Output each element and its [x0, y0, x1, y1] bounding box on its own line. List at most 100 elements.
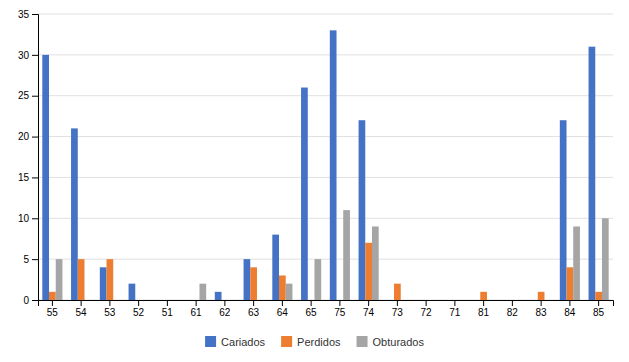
- bar: [372, 226, 379, 300]
- bar: [279, 275, 286, 300]
- tick-label: 0: [23, 295, 29, 306]
- tick-mark: [32, 300, 38, 301]
- bar: [228, 300, 235, 301]
- tick-mark: [32, 177, 38, 178]
- grid-line: [38, 95, 613, 96]
- tick-mark: [81, 300, 82, 306]
- legend-label: Perdidos: [297, 336, 341, 348]
- bar: [314, 259, 321, 300]
- tick: 54: [76, 300, 88, 318]
- tick-mark: [32, 137, 38, 138]
- bar: [84, 300, 91, 301]
- bar: [171, 300, 178, 301]
- tick: 73: [392, 300, 404, 318]
- bar: [401, 300, 408, 301]
- tick-mark: [196, 300, 197, 306]
- tick-label: 62: [219, 307, 231, 318]
- legend: Cariados Perdidos Obturados: [205, 336, 424, 348]
- tick: 10: [18, 213, 38, 224]
- bar: [509, 300, 516, 301]
- tick-label: 71: [449, 307, 461, 318]
- tick-mark: [339, 300, 340, 306]
- bar: [193, 300, 200, 301]
- tick-label: 82: [507, 307, 519, 318]
- grid-line: [38, 54, 613, 55]
- tick-label: 64: [277, 307, 289, 318]
- tick-label: 83: [536, 307, 548, 318]
- tick-mark: [32, 14, 38, 15]
- bar: [308, 300, 315, 301]
- tick-label: 81: [478, 307, 490, 318]
- bar: [42, 55, 49, 300]
- tick-label: 30: [18, 50, 30, 61]
- legend-label: Cariados: [221, 336, 266, 348]
- tick-mark: [311, 300, 312, 306]
- tick-label: 20: [18, 131, 30, 142]
- bar: [286, 284, 293, 300]
- bar: [531, 300, 538, 301]
- bar: [387, 300, 394, 301]
- tick: 83: [536, 300, 548, 318]
- bar: [502, 300, 509, 301]
- bar: [423, 300, 430, 301]
- tick-label: 73: [392, 307, 404, 318]
- legend-swatch: [357, 336, 368, 347]
- tick: 62: [219, 300, 231, 318]
- bar: [257, 300, 264, 301]
- bar: [100, 267, 107, 300]
- tick-mark: [32, 218, 38, 219]
- tick-label: 65: [306, 307, 318, 318]
- bar: [222, 300, 229, 301]
- tick-mark: [541, 300, 542, 306]
- tick-mark: [426, 300, 427, 306]
- bar: [416, 300, 423, 301]
- bar: [394, 284, 401, 300]
- bar: [71, 128, 78, 300]
- bar: [129, 284, 136, 300]
- bar: [250, 267, 257, 300]
- bar: [330, 30, 337, 300]
- bar: [560, 120, 567, 300]
- bar: [429, 300, 436, 301]
- bar: [186, 300, 193, 301]
- bar-series: [42, 30, 595, 300]
- bar: [56, 259, 63, 300]
- plot: 0510152025303555545352516162636465757473…: [18, 9, 614, 318]
- bar: [602, 218, 609, 300]
- bar-series: [56, 210, 609, 300]
- legend-swatch: [281, 336, 292, 347]
- tick-mark: [569, 300, 570, 306]
- grid-line: [38, 259, 613, 260]
- bar: [589, 47, 596, 300]
- tick: 81: [478, 300, 490, 318]
- tick-mark: [138, 300, 139, 306]
- legend-swatch: [205, 336, 216, 347]
- tick-mark: [253, 300, 254, 306]
- bar: [567, 267, 574, 300]
- bar: [199, 284, 206, 300]
- x-axis: 5554535251616263646575747372718182838485: [39, 300, 614, 318]
- tick: 84: [564, 300, 576, 318]
- legend-item: Cariados: [205, 336, 266, 348]
- grid-line: [38, 14, 613, 15]
- tick: 15: [18, 172, 38, 183]
- tick-label: 51: [162, 307, 174, 318]
- tick: 0: [23, 295, 38, 306]
- tick: 5: [23, 254, 38, 265]
- tick-mark: [167, 300, 168, 306]
- bar: [107, 259, 114, 300]
- bar: [474, 300, 481, 301]
- bar: [445, 300, 452, 301]
- bar: [365, 243, 372, 300]
- tick-mark: [368, 300, 369, 306]
- tick-mark: [454, 300, 455, 306]
- tick-mark: [52, 300, 53, 306]
- legend-item: Obturados: [357, 336, 425, 348]
- bar: [595, 292, 602, 300]
- bar: [113, 300, 120, 301]
- tick-mark: [512, 300, 513, 306]
- tick-label: 63: [248, 307, 260, 318]
- grid-line: [38, 136, 613, 137]
- bar: [516, 300, 523, 301]
- tick: 20: [18, 131, 38, 142]
